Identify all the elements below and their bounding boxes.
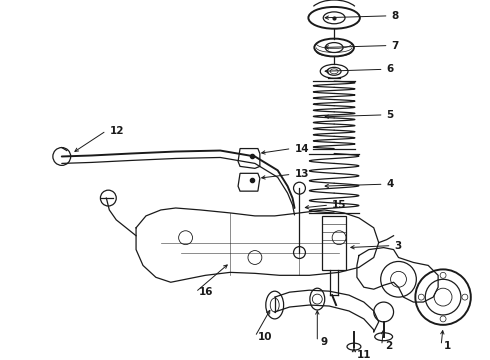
Text: 4: 4 <box>387 179 394 189</box>
Text: 10: 10 <box>258 332 272 342</box>
Text: 7: 7 <box>392 41 399 50</box>
Text: 2: 2 <box>385 341 392 351</box>
Text: 5: 5 <box>387 110 394 120</box>
Text: 3: 3 <box>394 240 402 251</box>
Text: 8: 8 <box>392 11 399 21</box>
Text: 1: 1 <box>444 341 451 351</box>
Text: 12: 12 <box>109 126 124 136</box>
Text: 11: 11 <box>357 350 371 360</box>
Text: 6: 6 <box>387 64 394 74</box>
Text: 16: 16 <box>198 287 213 297</box>
Text: 13: 13 <box>294 169 309 179</box>
Text: 15: 15 <box>332 200 346 210</box>
Text: 9: 9 <box>320 337 327 347</box>
Bar <box>322 216 346 270</box>
Text: 14: 14 <box>294 144 309 154</box>
